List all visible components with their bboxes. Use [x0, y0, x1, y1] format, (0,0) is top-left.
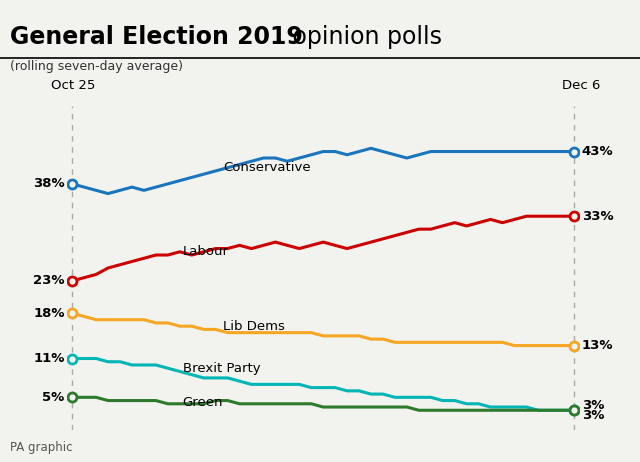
Text: 38%: 38%: [33, 177, 65, 190]
Text: Conservative: Conservative: [223, 161, 310, 174]
Text: 5%: 5%: [42, 391, 65, 404]
Text: 33%: 33%: [582, 210, 613, 223]
Text: Oct 25: Oct 25: [51, 79, 96, 91]
Text: Labour: Labour: [182, 245, 228, 258]
Text: General Election 2019: General Election 2019: [10, 25, 303, 49]
Text: Green: Green: [182, 396, 223, 409]
Text: 23%: 23%: [33, 274, 65, 287]
Text: (rolling seven-day average): (rolling seven-day average): [10, 60, 182, 73]
Text: 11%: 11%: [33, 352, 65, 365]
Text: 3%: 3%: [582, 409, 604, 422]
Text: opinion polls: opinion polls: [285, 25, 442, 49]
Text: Brexit Party: Brexit Party: [182, 362, 260, 375]
Text: 18%: 18%: [33, 307, 65, 320]
Text: 13%: 13%: [582, 339, 613, 352]
Text: 43%: 43%: [582, 145, 613, 158]
Text: PA graphic: PA graphic: [10, 441, 72, 454]
Text: Dec 6: Dec 6: [562, 79, 600, 91]
Text: Lib Dems: Lib Dems: [223, 320, 285, 333]
Text: 3%: 3%: [582, 399, 604, 412]
